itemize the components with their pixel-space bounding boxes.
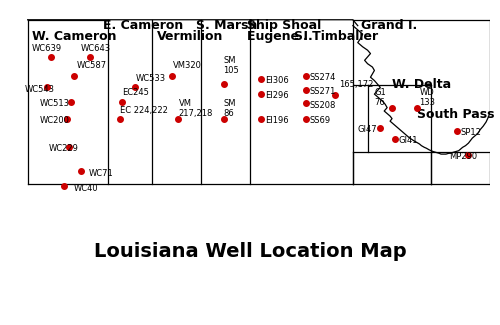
Text: EI196: EI196 (264, 116, 288, 125)
Text: EC245: EC245 (122, 88, 148, 97)
Text: WC229: WC229 (49, 144, 79, 153)
Text: Louisiana Well Location Map: Louisiana Well Location Map (94, 242, 406, 261)
Text: GI47: GI47 (358, 125, 378, 134)
Text: SM
86: SM 86 (224, 99, 236, 118)
Text: Grand I.: Grand I. (360, 19, 417, 32)
Text: E. Cameron: E. Cameron (103, 19, 184, 32)
Text: SS208: SS208 (310, 101, 336, 110)
Text: WC587: WC587 (76, 61, 106, 70)
Text: W. Delta: W. Delta (392, 78, 451, 91)
Text: Vermilion: Vermilion (157, 30, 224, 43)
Text: 165,172: 165,172 (339, 80, 374, 89)
Text: SP12: SP12 (460, 128, 481, 137)
Text: SS271: SS271 (310, 87, 336, 96)
Text: MP290: MP290 (449, 152, 477, 161)
Text: SS274: SS274 (310, 73, 336, 82)
Text: EI296: EI296 (264, 91, 288, 100)
Text: EI306: EI306 (264, 76, 288, 85)
Text: SM
105: SM 105 (224, 56, 240, 75)
Text: Ship Shoal: Ship Shoal (247, 19, 322, 32)
Text: W. Cameron: W. Cameron (32, 30, 116, 43)
Text: WC40: WC40 (74, 184, 98, 193)
Text: G1
76: G1 76 (374, 88, 386, 107)
Text: WC533: WC533 (136, 73, 166, 83)
Text: WD
133: WD 133 (420, 88, 436, 107)
Text: WC639: WC639 (32, 44, 62, 53)
Text: GI41: GI41 (399, 136, 418, 145)
Text: WC643: WC643 (80, 44, 110, 53)
Text: EC 224,222: EC 224,222 (120, 106, 168, 115)
Text: South Pass: South Pass (416, 108, 494, 121)
Text: VM
217,218: VM 217,218 (178, 99, 213, 118)
Text: S. Marsh: S. Marsh (196, 19, 258, 32)
Text: WC543: WC543 (24, 84, 54, 94)
Text: VM320: VM320 (172, 61, 202, 70)
Text: WC200: WC200 (40, 116, 70, 125)
Text: WC71: WC71 (88, 169, 113, 178)
Text: S. Timbalier: S. Timbalier (294, 30, 378, 43)
Text: SS69: SS69 (310, 116, 331, 125)
Text: Eugene I.: Eugene I. (247, 30, 313, 43)
Text: WC513: WC513 (40, 99, 70, 108)
